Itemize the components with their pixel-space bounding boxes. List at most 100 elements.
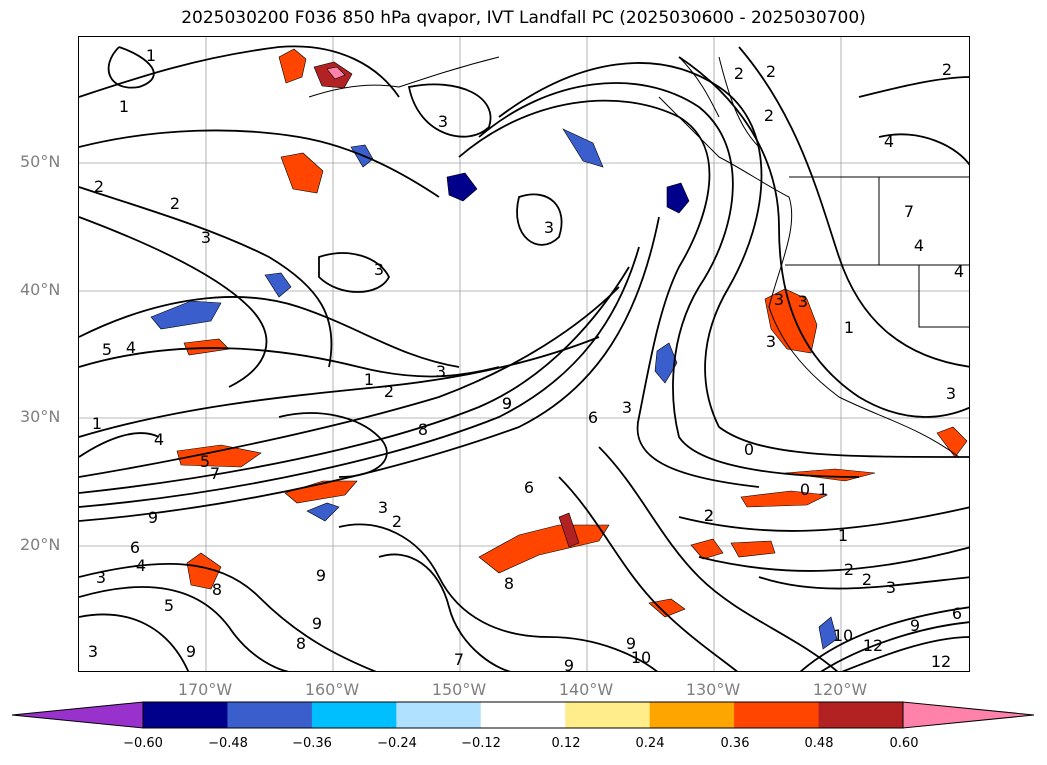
contour-label: 0 <box>744 440 754 459</box>
contour-label: 2 <box>862 570 872 589</box>
contour-label: 4 <box>914 236 924 255</box>
colorbar-extend-max <box>902 701 1035 729</box>
contour-label: 1 <box>119 97 129 116</box>
fill-patch <box>562 128 604 168</box>
contour-label: 10 <box>631 648 651 667</box>
contour-label: 7 <box>454 650 464 669</box>
fill-patch <box>648 598 686 618</box>
fill-patch <box>176 444 262 468</box>
contour-label: 1 <box>146 46 156 65</box>
contour-label: 6 <box>588 408 598 427</box>
contour-label: 4 <box>954 262 964 281</box>
colorbar-cell <box>311 702 397 728</box>
qvapor-fill-patches <box>150 48 968 650</box>
fill-patch <box>666 182 690 214</box>
lon-label: 170°W <box>177 680 233 699</box>
lat-label: 20°N <box>20 535 61 554</box>
contour-label: 9 <box>564 656 574 672</box>
contour-label: 9 <box>186 642 196 661</box>
contour-label: 5 <box>200 452 210 471</box>
contour-label: 2 <box>704 506 714 525</box>
colorbar-tick: 0.60 <box>889 736 919 751</box>
coastlines <box>308 56 969 458</box>
lon-label: 140°W <box>558 680 614 699</box>
contour-label: 4 <box>126 338 136 357</box>
contour-label: 3 <box>798 292 808 311</box>
fill-patch <box>326 66 346 80</box>
contour-label: 6 <box>952 604 962 623</box>
contour-label: 2 <box>764 106 774 125</box>
contour-label: 12 <box>931 652 951 671</box>
fill-patch <box>818 616 838 650</box>
contour-label: 0 <box>800 480 810 499</box>
fill-patch <box>264 272 292 298</box>
fill-patch <box>478 524 610 574</box>
colorbar-cell <box>143 702 228 728</box>
lon-label: 130°W <box>685 680 741 699</box>
lon-label: 150°W <box>431 680 487 699</box>
colorbar-cell <box>227 702 313 728</box>
map-title: 2025030200 F036 850 hPa qvapor, IVT Land… <box>181 8 866 28</box>
contour-label: 2 <box>384 382 394 401</box>
fill-patch <box>186 552 222 590</box>
contour-label: 1 <box>92 414 102 433</box>
colorbar-extend-min <box>11 701 144 729</box>
colorbar-tick: 0.12 <box>551 736 581 751</box>
fill-patch <box>730 540 776 558</box>
colorbar-cell <box>818 702 904 728</box>
contour-label: 3 <box>544 218 554 237</box>
contour-label: 3 <box>88 642 98 661</box>
fill-patch <box>936 426 968 458</box>
contour-label: 3 <box>374 260 384 279</box>
colorbar-cell <box>480 702 566 728</box>
lat-label: 30°N <box>20 407 61 426</box>
contour-label: 7 <box>210 464 220 483</box>
fill-patch <box>278 48 307 84</box>
fill-patch <box>284 480 358 504</box>
colorbar-tick: 0.36 <box>720 736 750 751</box>
fill-patch <box>183 338 230 356</box>
contour-label: 3 <box>438 112 448 131</box>
contour-label: 3 <box>96 568 106 587</box>
colorbar-tick: −0.48 <box>208 736 248 751</box>
fill-patch <box>654 342 678 384</box>
contour-label: 9 <box>312 614 322 633</box>
contour-label: 9 <box>502 394 512 413</box>
fill-patch <box>740 490 829 508</box>
map-panel[interactable]: 1 1 2 2 3 3 3 3 2 4 5 4 4 1 2 3 3 9 8 5 … <box>78 36 970 672</box>
contour-label: 12 <box>863 636 883 655</box>
contour-label: 9 <box>502 394 512 413</box>
lat-label: 40°N <box>20 280 61 299</box>
lon-label: 120°W <box>812 680 868 699</box>
contour-label: 8 <box>418 420 428 439</box>
contour-label: 8 <box>504 574 514 593</box>
fill-patch <box>784 468 876 482</box>
contour-label: 9 <box>316 566 326 585</box>
fill-patch <box>280 152 324 194</box>
contour-label: 2 <box>704 506 714 525</box>
contour-label: 5 <box>164 596 174 615</box>
contour-label: 3 <box>766 332 776 351</box>
map-canvas: 1 1 2 2 3 3 3 3 2 4 5 4 4 1 2 3 3 9 8 5 … <box>79 37 969 672</box>
contour-label: 3 <box>886 578 896 597</box>
contour-label: 2 <box>94 177 104 196</box>
graticule <box>79 37 969 671</box>
contour-label: 6 <box>524 478 534 497</box>
lon-label: 160°W <box>304 680 360 699</box>
colorbar-tick: −0.24 <box>377 736 417 751</box>
contour-label: 3 <box>378 498 388 517</box>
fill-patch <box>558 512 580 548</box>
contour-label: 4 <box>154 430 164 449</box>
contour-label: 2 <box>844 560 854 579</box>
fill-patch <box>306 502 340 522</box>
contour-label: 6 <box>130 538 140 557</box>
colorbar-tick: 0.48 <box>804 736 834 751</box>
contour-label: 3 <box>201 228 211 247</box>
contour-label: 8 <box>212 580 222 599</box>
colorbar <box>10 700 1036 730</box>
contour-label: 9 <box>148 508 158 527</box>
fill-patch <box>150 300 222 330</box>
contour-label: 1 <box>364 370 374 389</box>
contour-label: 7 <box>904 202 914 221</box>
contour-label: 1 <box>838 526 848 545</box>
